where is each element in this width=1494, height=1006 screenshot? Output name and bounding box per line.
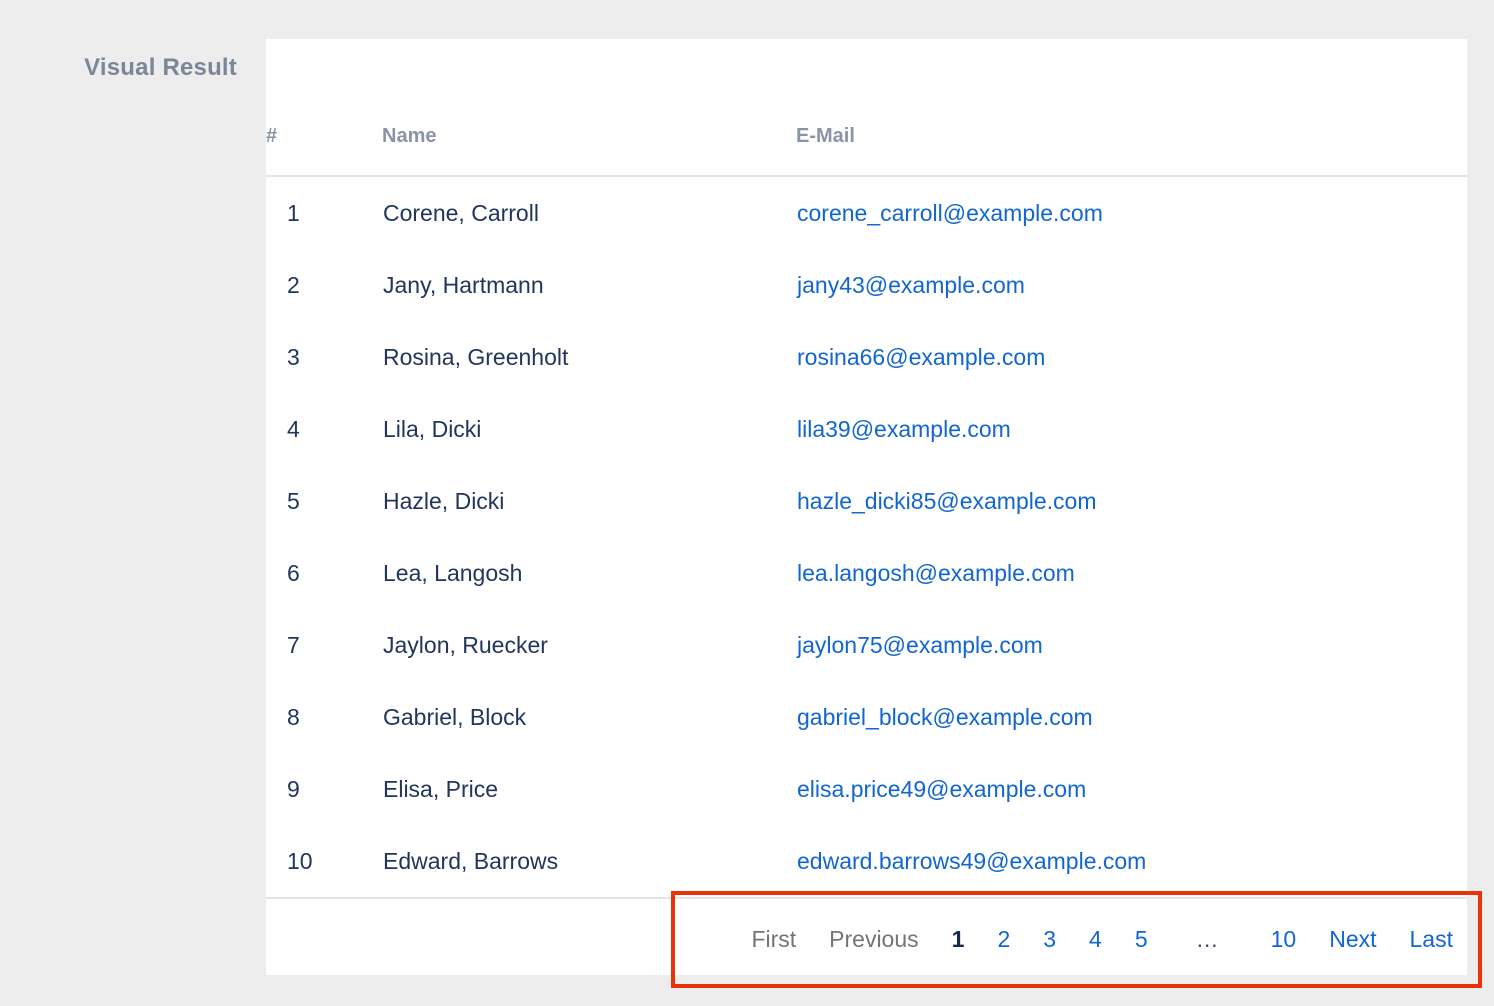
row-email-link[interactable]: lila39@example.com (797, 415, 1011, 442)
table-footer: First Previous 1 2 3 4 5 … 10 Next Last (266, 897, 1467, 975)
row-index: 4 (287, 415, 300, 442)
result-table: # Name E-Mail 1 Corene, Carroll corene_c… (266, 39, 1467, 897)
table-header: # Name E-Mail (266, 39, 1467, 177)
row-index: 5 (287, 487, 300, 514)
row-index: 6 (287, 559, 300, 586)
pagination-item: 5 (1135, 926, 1148, 954)
row-email-link[interactable]: corene_carroll@example.com (797, 199, 1103, 226)
pagination-item: 10 (1271, 926, 1297, 954)
table-row: 1 Corene, Carroll corene_carroll@example… (266, 176, 1467, 249)
row-email-cell: elisa.price49@example.com (796, 753, 1467, 825)
row-email-link[interactable]: gabriel_block@example.com (797, 703, 1093, 730)
row-email-cell: hazle_dicki85@example.com (796, 465, 1467, 537)
pagination-item: 1 (952, 926, 965, 954)
pagination-item-link[interactable]: 5 (1134, 926, 1148, 953)
pagination-item-link[interactable]: 3 (1043, 926, 1057, 953)
table-row: 10 Edward, Barrows edward.barrows49@exam… (266, 825, 1467, 897)
row-email-link[interactable]: edward.barrows49@example.com (797, 847, 1147, 874)
row-index: 2 (287, 271, 300, 298)
row-index: 10 (287, 847, 313, 874)
table-header-row: # Name E-Mail (266, 39, 1467, 177)
row-email-cell: jaylon75@example.com (796, 609, 1467, 681)
row-name: Jaylon, Ruecker (383, 631, 548, 658)
table-row: 8 Gabriel, Block gabriel_block@example.c… (266, 681, 1467, 753)
row-email-cell: lila39@example.com (796, 393, 1467, 465)
row-index: 7 (287, 631, 300, 658)
table-row: 7 Jaylon, Ruecker jaylon75@example.com (266, 609, 1467, 681)
table-body: 1 Corene, Carroll corene_carroll@example… (266, 176, 1467, 897)
row-index: 8 (287, 703, 300, 730)
row-email-cell: corene_carroll@example.com (796, 176, 1467, 249)
result-table-card: # Name E-Mail 1 Corene, Carroll corene_c… (266, 39, 1467, 975)
column-header-email: E-Mail (796, 39, 1467, 177)
row-name: Lea, Langosh (383, 559, 523, 586)
row-email-cell: jany43@example.com (796, 249, 1467, 321)
row-email-link[interactable]: lea.langosh@example.com (797, 559, 1075, 586)
row-name: Lila, Dicki (383, 415, 482, 442)
pagination-item-link[interactable]: 1 (951, 926, 965, 953)
row-name: Rosina, Greenholt (383, 343, 569, 370)
row-name: Edward, Barrows (383, 847, 559, 874)
row-email-link[interactable]: hazle_dicki85@example.com (797, 487, 1097, 514)
pagination-item-link[interactable]: 10 (1270, 926, 1297, 953)
pagination-item: 4 (1089, 926, 1102, 954)
row-name: Corene, Carroll (383, 199, 539, 226)
table-row: 6 Lea, Langosh lea.langosh@example.com (266, 537, 1467, 609)
row-email-cell: rosina66@example.com (796, 321, 1467, 393)
table-row: 3 Rosina, Greenholt rosina66@example.com (266, 321, 1467, 393)
table-row: 2 Jany, Hartmann jany43@example.com (266, 249, 1467, 321)
table-row: 9 Elisa, Price elisa.price49@example.com (266, 753, 1467, 825)
pagination-item-link: Previous (829, 926, 919, 953)
pagination-item-link: … (1195, 926, 1219, 953)
pagination-item-link[interactable]: 2 (997, 926, 1011, 953)
row-email-link[interactable]: jany43@example.com (797, 271, 1025, 298)
visual-result-label: Visual Result (84, 54, 237, 81)
row-name: Jany, Hartmann (383, 271, 544, 298)
row-email-cell: gabriel_block@example.com (796, 681, 1467, 753)
row-index: 3 (287, 343, 300, 370)
pagination-item: 3 (1043, 926, 1056, 954)
row-email-link[interactable]: jaylon75@example.com (797, 631, 1043, 658)
pagination: First Previous 1 2 3 4 5 … 10 Next Last (751, 926, 1453, 954)
pagination-item: … (1196, 926, 1219, 954)
pagination-item-link[interactable]: 4 (1089, 926, 1102, 953)
row-email-cell: edward.barrows49@example.com (796, 825, 1467, 897)
row-email-cell: lea.langosh@example.com (796, 537, 1467, 609)
pagination-item: 2 (997, 926, 1010, 954)
row-email-link[interactable]: elisa.price49@example.com (797, 775, 1087, 802)
row-email-link[interactable]: rosina66@example.com (797, 343, 1046, 370)
row-index: 1 (287, 199, 300, 226)
column-header-name: Name (382, 39, 796, 177)
pagination-item-link: First (751, 926, 797, 953)
pagination-item: Previous (829, 926, 918, 954)
column-header-num: # (266, 39, 382, 177)
pagination-item-link[interactable]: Next (1329, 926, 1377, 953)
pagination-item: Last (1410, 926, 1453, 954)
pagination-item: Next (1329, 926, 1376, 954)
row-name: Gabriel, Block (383, 703, 527, 730)
row-index: 9 (287, 775, 300, 802)
row-name: Hazle, Dicki (383, 487, 505, 514)
table-row: 4 Lila, Dicki lila39@example.com (266, 393, 1467, 465)
row-name: Elisa, Price (383, 775, 499, 802)
pagination-item: First (751, 926, 796, 954)
table-row: 5 Hazle, Dicki hazle_dicki85@example.com (266, 465, 1467, 537)
pagination-item-link[interactable]: Last (1409, 926, 1453, 953)
